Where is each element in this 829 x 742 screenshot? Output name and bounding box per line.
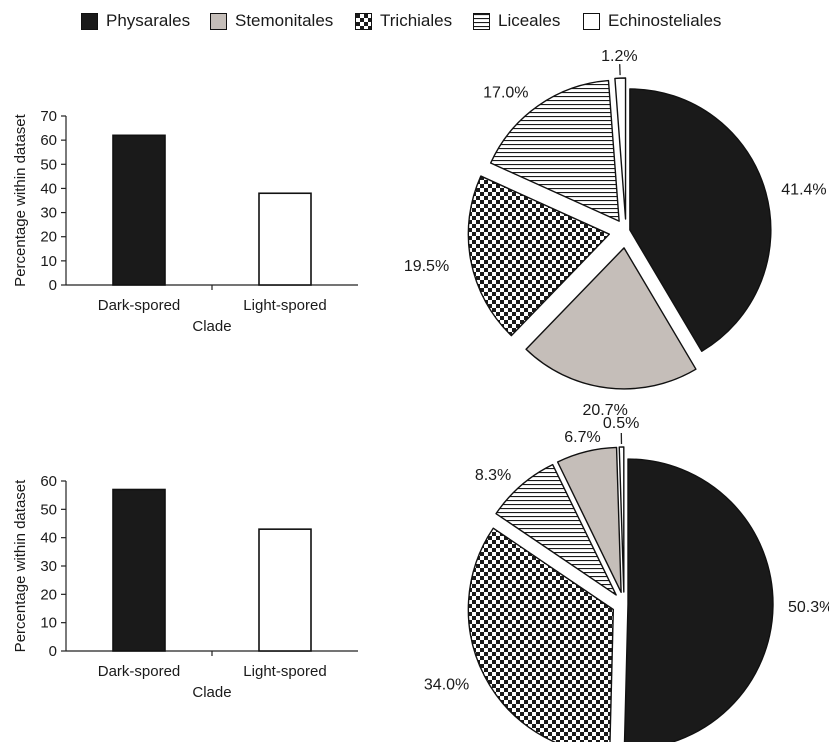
y-tick-label: 10 xyxy=(40,253,57,270)
legend-item: Stemonitales xyxy=(210,10,333,32)
legend-label: Trichiales xyxy=(380,11,453,30)
slice-value-label: 17.0% xyxy=(483,85,528,102)
y-tick-label: 40 xyxy=(40,180,57,197)
legend-swatch xyxy=(583,12,600,30)
legend-swatch xyxy=(473,12,490,30)
legend-item: Physarales xyxy=(81,10,190,32)
y-tick-label: 10 xyxy=(40,615,57,632)
pie-slice xyxy=(614,77,627,220)
y-tick-label: 30 xyxy=(40,558,57,575)
x-axis-title: Clade xyxy=(192,684,231,701)
bar xyxy=(258,528,312,652)
y-tick-label: 0 xyxy=(49,277,57,294)
legend-label: Stemonitales xyxy=(235,11,334,30)
legend-item: Echinosteliales xyxy=(583,10,721,32)
slice-value-label: 1.2% xyxy=(601,48,637,65)
y-tick-label: 30 xyxy=(40,205,57,222)
slice-value-label: 0.5% xyxy=(603,415,639,432)
slice-value-label: 50.3% xyxy=(788,599,829,616)
legend-item: Liceales xyxy=(473,10,560,32)
pie-slice xyxy=(623,458,774,742)
y-tick-label: 60 xyxy=(40,473,57,490)
legend-label: Physarales xyxy=(106,11,191,30)
y-axis-title: Percentage within dataset xyxy=(12,113,29,286)
bar-chart-top: 0 10 20 30 40 50 60 70 Dark-spored Light-spored Cl… xyxy=(12,108,358,335)
y-tick-label: 70 xyxy=(40,108,57,125)
y-tick-label: 40 xyxy=(40,530,57,547)
pie-slice xyxy=(629,88,772,352)
x-axis-title: Clade xyxy=(192,318,231,335)
legend-swatch xyxy=(210,12,227,30)
y-tick-label: 50 xyxy=(40,501,57,518)
slice-value-label: 41.4% xyxy=(781,181,826,198)
y-tick-label: 20 xyxy=(40,586,57,603)
bar xyxy=(258,192,312,286)
pie-slice xyxy=(489,79,620,222)
x-tick-label: Light-spored xyxy=(243,297,326,314)
slice-value-label: 20.7% xyxy=(583,402,628,419)
legend-label: Liceales xyxy=(498,11,561,30)
slice-value-label: 8.3% xyxy=(475,467,511,484)
legend-swatch xyxy=(81,12,98,30)
bar-chart-bottom: 0 10 20 30 40 50 60 Dark-spored Light-spored Clad… xyxy=(12,473,358,701)
pie-chart-bottom: 50.3% 34.0% 8.3% 6.7%0.5% xyxy=(424,415,829,742)
x-tick-label: Light-spored xyxy=(243,663,326,680)
y-tick-label: 20 xyxy=(40,229,57,246)
pie-slice xyxy=(467,527,615,742)
y-tick-label: 0 xyxy=(49,643,57,660)
pie-slice xyxy=(525,247,697,390)
y-axis-title: Percentage within dataset xyxy=(12,479,29,652)
y-tick-label: 60 xyxy=(40,132,57,149)
bar xyxy=(112,134,166,286)
pie-slice xyxy=(467,175,611,337)
pie-slice xyxy=(618,446,625,593)
chart-legend: Physarales Stemonitales Trichiales Liceales… xyxy=(0,0,829,40)
slice-value-label: 34.0% xyxy=(424,677,469,694)
x-tick-label: Dark-spored xyxy=(98,297,181,314)
legend-swatch xyxy=(355,12,372,30)
pie-chart-top: 41.4% 20.7% 19.5% 17.0% 1.2% xyxy=(404,48,827,419)
pie-slice xyxy=(495,463,617,596)
slice-value-label: 19.5% xyxy=(404,258,449,275)
x-tick-label: Dark-spored xyxy=(98,663,181,680)
y-tick-label: 50 xyxy=(40,156,57,173)
pie-slice xyxy=(556,446,622,594)
legend-item: Trichiales xyxy=(355,10,452,32)
legend-label: Echinosteliales xyxy=(608,11,722,30)
slice-value-label: 6.7% xyxy=(564,429,600,446)
bar xyxy=(112,488,166,652)
